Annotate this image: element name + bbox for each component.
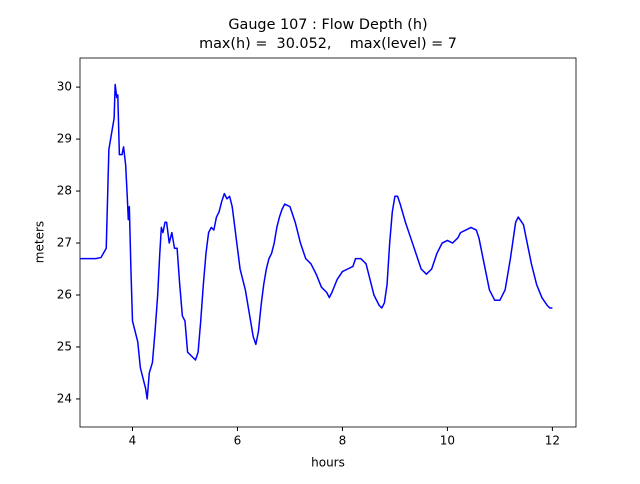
y-tick-label: 30 <box>57 80 72 94</box>
y-tick-label: 28 <box>57 184 72 198</box>
x-tick-label: 4 <box>129 434 137 448</box>
x-tick-label: 6 <box>234 434 242 448</box>
y-tick-label: 27 <box>57 236 72 250</box>
y-tick-label: 29 <box>57 132 72 146</box>
y-tick-label: 24 <box>57 391 72 405</box>
y-tick-label: 26 <box>57 287 72 301</box>
line-series <box>80 83 553 400</box>
x-tick-label: 8 <box>339 434 347 448</box>
plot-frame <box>79 57 577 428</box>
y-axis-label: meters <box>33 221 47 263</box>
y-tick-label: 25 <box>57 339 72 353</box>
x-axis-label: hours <box>311 456 345 470</box>
chart-subtitle: max(h) = 30.052, max(level) = 7 <box>199 36 457 52</box>
chart-title: Gauge 107 : Flow Depth (h) <box>228 17 427 33</box>
x-tick-label: 10 <box>440 434 455 448</box>
x-tick-label: 12 <box>545 434 560 448</box>
